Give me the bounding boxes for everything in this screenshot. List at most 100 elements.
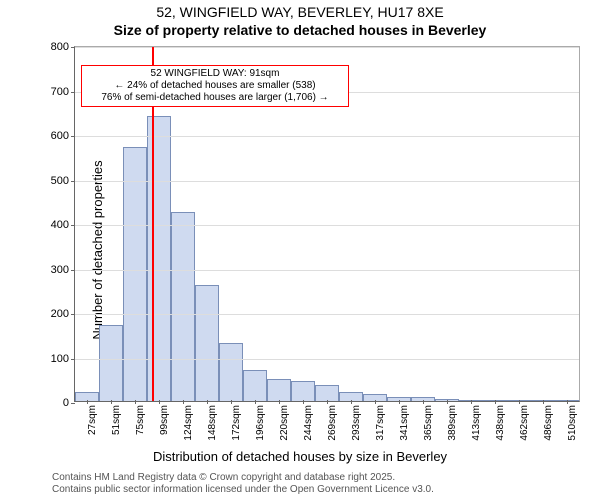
x-tick: 75sqm xyxy=(123,401,147,451)
x-tick: 244sqm xyxy=(291,401,315,451)
x-tick-label: 172sqm xyxy=(231,405,242,441)
gridline xyxy=(75,314,579,315)
x-tick-label: 293sqm xyxy=(351,405,362,441)
x-tick-mark xyxy=(183,400,184,404)
x-tick: 486sqm xyxy=(531,401,555,451)
x-tick-mark xyxy=(255,400,256,404)
x-tick-mark xyxy=(567,400,568,404)
x-tick: 148sqm xyxy=(195,401,219,451)
x-tick-mark xyxy=(327,400,328,404)
chart-subtitle: Size of property relative to detached ho… xyxy=(0,22,600,38)
gridline xyxy=(75,47,579,48)
y-tick-label: 700 xyxy=(51,86,75,98)
x-ticks-group: 27sqm 51sqm 75sqm 99sqm 124sqm 148sqm 172sqm 19… xyxy=(75,401,579,451)
plot-area: 27sqm51sqm75sqm99sqm124sqm148sqm172sqm19… xyxy=(74,46,580,402)
x-tick: 172sqm xyxy=(219,401,243,451)
x-tick-mark xyxy=(279,400,280,404)
x-tick-label: 124sqm xyxy=(183,405,194,441)
y-tick-label: 0 xyxy=(63,397,75,409)
x-tick: 51sqm xyxy=(99,401,123,451)
x-tick: 269sqm xyxy=(315,401,339,451)
gridline xyxy=(75,270,579,271)
x-tick-label: 389sqm xyxy=(447,405,458,441)
x-tick: 341sqm xyxy=(387,401,411,451)
y-tick-label: 200 xyxy=(51,308,75,320)
x-tick-label: 99sqm xyxy=(159,405,170,435)
bar xyxy=(267,379,291,401)
x-tick: 196sqm xyxy=(243,401,267,451)
x-tick-mark xyxy=(495,400,496,404)
x-tick-mark xyxy=(135,400,136,404)
chart-title: 52, WINGFIELD WAY, BEVERLEY, HU17 8XE xyxy=(0,4,600,20)
annotation-line: ← 24% of detached houses are smaller (53… xyxy=(86,80,344,92)
x-tick-mark xyxy=(519,400,520,404)
x-tick-mark xyxy=(351,400,352,404)
x-tick-mark xyxy=(303,400,304,404)
annotation-line: 52 WINGFIELD WAY: 91sqm xyxy=(86,68,344,80)
x-tick-label: 510sqm xyxy=(567,405,578,441)
gridline xyxy=(75,181,579,182)
gridline xyxy=(75,359,579,360)
x-tick-mark xyxy=(423,400,424,404)
x-tick: 462sqm xyxy=(507,401,531,451)
x-tick: 124sqm xyxy=(171,401,195,451)
bar xyxy=(195,285,219,401)
x-tick: 27sqm xyxy=(75,401,99,451)
y-tick-label: 400 xyxy=(51,219,75,231)
annotation-box: 52 WINGFIELD WAY: 91sqm← 24% of detached… xyxy=(81,65,349,107)
x-tick: 413sqm xyxy=(459,401,483,451)
x-tick-label: 413sqm xyxy=(471,405,482,441)
x-tick-label: 269sqm xyxy=(327,405,338,441)
bar xyxy=(291,381,315,401)
x-tick-mark xyxy=(471,400,472,404)
x-tick: 389sqm xyxy=(435,401,459,451)
x-tick-label: 51sqm xyxy=(111,405,122,435)
y-tick-label: 800 xyxy=(51,41,75,53)
y-tick-label: 100 xyxy=(51,353,75,365)
x-tick-mark xyxy=(207,400,208,404)
x-tick: 220sqm xyxy=(267,401,291,451)
x-tick-label: 365sqm xyxy=(423,405,434,441)
x-tick: 317sqm xyxy=(363,401,387,451)
x-tick-mark xyxy=(231,400,232,404)
attribution: Contains HM Land Registry data © Crown c… xyxy=(52,472,434,496)
x-tick-mark xyxy=(399,400,400,404)
x-tick-mark xyxy=(447,400,448,404)
x-tick-label: 196sqm xyxy=(255,405,266,441)
x-axis-label: Distribution of detached houses by size … xyxy=(0,449,600,464)
gridline xyxy=(75,136,579,137)
x-tick-label: 75sqm xyxy=(135,405,146,435)
x-tick: 438sqm xyxy=(483,401,507,451)
x-tick-mark xyxy=(543,400,544,404)
attribution-line: Contains public sector information licen… xyxy=(52,484,434,496)
y-tick-label: 600 xyxy=(51,130,75,142)
x-tick-label: 220sqm xyxy=(279,405,290,441)
x-tick: 365sqm xyxy=(411,401,435,451)
bar xyxy=(315,385,339,401)
x-tick-label: 438sqm xyxy=(495,405,506,441)
x-tick: 510sqm xyxy=(555,401,579,451)
y-tick-label: 500 xyxy=(51,175,75,187)
x-tick-mark xyxy=(111,400,112,404)
bar xyxy=(99,325,123,401)
x-tick-mark xyxy=(375,400,376,404)
x-tick-label: 244sqm xyxy=(303,405,314,441)
x-tick-label: 27sqm xyxy=(87,405,98,435)
bar xyxy=(171,212,195,401)
x-tick: 293sqm xyxy=(339,401,363,451)
x-tick-label: 486sqm xyxy=(543,405,554,441)
annotation-line: 76% of semi-detached houses are larger (… xyxy=(86,92,344,104)
bar xyxy=(123,147,147,401)
x-tick-label: 462sqm xyxy=(519,405,530,441)
gridline xyxy=(75,225,579,226)
bar xyxy=(219,343,243,401)
chart-container: 52, WINGFIELD WAY, BEVERLEY, HU17 8XE Si… xyxy=(0,0,600,500)
y-tick-label: 300 xyxy=(51,264,75,276)
x-tick-mark xyxy=(159,400,160,404)
x-tick-label: 341sqm xyxy=(399,405,410,441)
x-tick-mark xyxy=(87,400,88,404)
x-tick-label: 317sqm xyxy=(375,405,386,441)
x-tick: 99sqm xyxy=(147,401,171,451)
bar xyxy=(243,370,267,401)
x-tick-label: 148sqm xyxy=(207,405,218,441)
